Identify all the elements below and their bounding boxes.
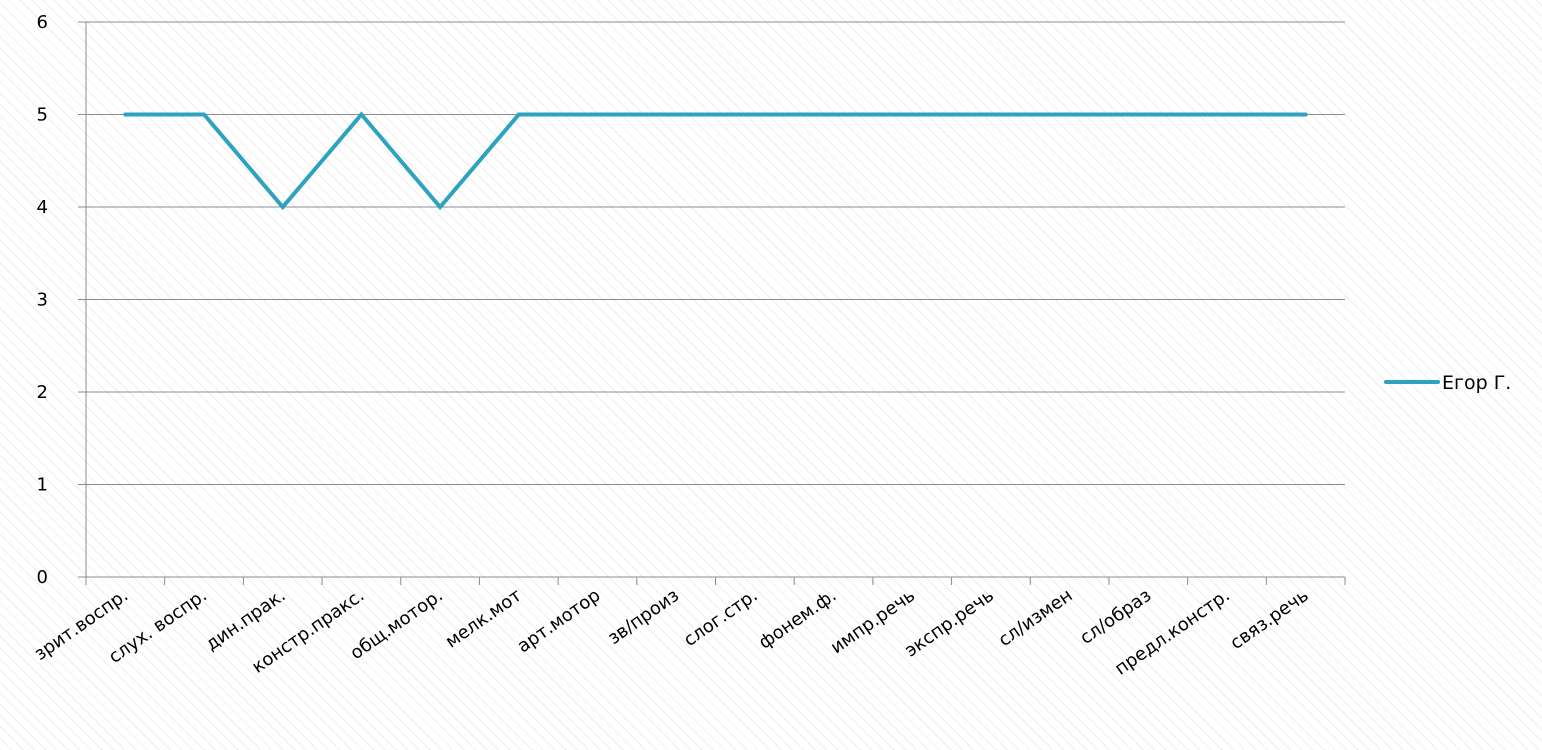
x-tick-label: сл/измен bbox=[995, 585, 1077, 651]
x-tick-label: арт.мотор bbox=[513, 585, 604, 657]
y-tick-label-1: 1 bbox=[37, 475, 48, 496]
x-tick-label: связ.речь bbox=[1226, 585, 1312, 654]
x-tick-label: слог.стр. bbox=[680, 585, 762, 651]
y-tick-label-6: 6 bbox=[37, 12, 48, 33]
legend: Егор Г. bbox=[1384, 372, 1511, 394]
y-tick-label-5: 5 bbox=[37, 105, 48, 126]
x-tick-label: экспр.речь bbox=[901, 585, 998, 661]
y-tick-labels: 0 1 2 3 4 5 6 bbox=[37, 12, 48, 588]
y-tick-label-2: 2 bbox=[37, 382, 48, 403]
y-tick-label-3: 3 bbox=[37, 290, 48, 311]
y-tick-label-4: 4 bbox=[37, 197, 48, 218]
x-tick-labels: зрит.воспр.слух. воспр.дин.прак.констр.п… bbox=[31, 585, 1313, 680]
x-tick-label: мелк.мот bbox=[442, 585, 526, 653]
y-tick-label-0: 0 bbox=[37, 567, 48, 588]
series-group bbox=[123, 111, 1308, 211]
x-tick-label: зв/произ bbox=[604, 585, 683, 649]
series-line-0 bbox=[123, 111, 1308, 211]
axes bbox=[78, 21, 1346, 585]
gridlines bbox=[86, 21, 1345, 485]
legend-label: Егор Г. bbox=[1442, 372, 1511, 394]
